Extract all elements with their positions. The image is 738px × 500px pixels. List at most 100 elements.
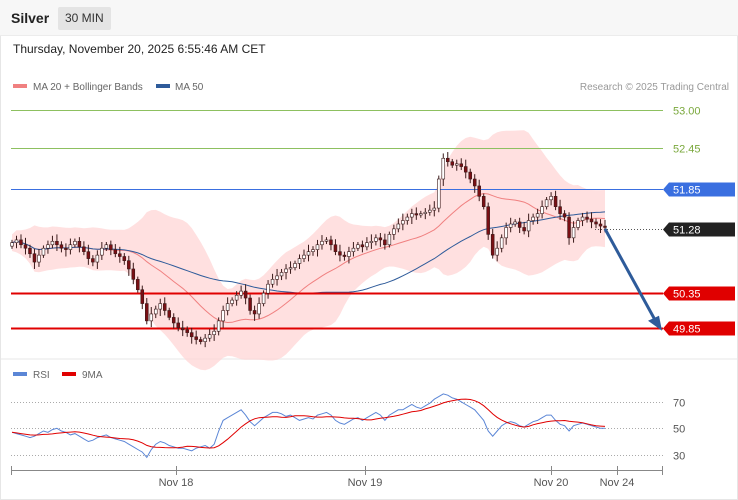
candle-body [162, 303, 167, 311]
candle-body [468, 171, 472, 180]
x-axis-label: Nov 19 [348, 477, 383, 489]
level-tag-49.85 [663, 321, 735, 336]
candle-body [104, 244, 109, 249]
candle-body [356, 244, 360, 249]
candle-body [576, 220, 580, 228]
research-credit: Research © 2025 Trading Central [580, 82, 729, 93]
candle-body [598, 223, 603, 227]
candle-body [109, 244, 113, 250]
rsi-axis-label-50: 50 [673, 424, 685, 436]
ma50-legend-swatch [156, 84, 170, 88]
level-tag-51.28 [663, 222, 735, 237]
forecast-arrow-shaft [603, 228, 658, 323]
candle-body [423, 211, 428, 214]
candle-body [127, 260, 131, 270]
candle-body [374, 237, 378, 242]
candle-body [216, 320, 221, 332]
candle-body [154, 308, 158, 315]
candle-body [180, 327, 185, 331]
candle-body [203, 337, 207, 342]
candle-body [549, 196, 553, 201]
candle-body [131, 268, 136, 280]
candle-body [333, 244, 338, 252]
candle-body [64, 247, 68, 250]
candle-body [486, 206, 490, 235]
candle-body [171, 317, 176, 324]
candle-body [446, 157, 450, 163]
level-label-50.35: 50.35 [673, 289, 701, 301]
candle-body [91, 258, 95, 263]
candle-body [189, 332, 194, 338]
candle-body [14, 239, 19, 243]
candle-body [230, 299, 234, 304]
candle-body [32, 253, 37, 263]
candle-body [149, 313, 154, 322]
candle-body [544, 199, 549, 208]
candle-body [176, 322, 180, 329]
candle-body [459, 163, 463, 167]
candle-body [234, 294, 239, 301]
candle-body [23, 244, 28, 249]
9ma-legend-label: 9MA [82, 370, 103, 381]
candle-body [293, 263, 297, 268]
level-label-49.85: 49.85 [673, 324, 701, 336]
candle-body [284, 268, 288, 273]
candle-body [28, 247, 32, 255]
rsi-9ma-line [11, 398, 606, 449]
candle-body [41, 247, 46, 256]
candle-body [185, 329, 189, 333]
ma20-legend-swatch [13, 84, 27, 88]
candle-body [419, 213, 423, 216]
candle-body [432, 207, 437, 211]
candle-body [86, 251, 91, 259]
candle-body [10, 242, 14, 247]
candle-body [145, 303, 149, 322]
level-tag-50.35 [663, 286, 735, 301]
candle-body [342, 254, 347, 257]
candle-body [100, 247, 104, 256]
candle-body [401, 220, 405, 225]
candle-body [306, 251, 311, 256]
candle-body [589, 218, 594, 223]
candle-body [603, 225, 607, 228]
rsi-legend-label: RSI [33, 370, 50, 381]
candle-body [450, 161, 455, 166]
candle-body [279, 272, 284, 277]
candle-body [68, 244, 73, 250]
candle-body [531, 216, 535, 221]
candle-body [522, 227, 526, 232]
rsi-axis-label-30: 30 [673, 451, 685, 463]
candle-body [378, 237, 383, 241]
candle-body [437, 178, 441, 209]
candle-body [55, 240, 59, 246]
level-tag-51.85 [663, 182, 735, 197]
candle-body [414, 213, 419, 216]
candle-body [441, 157, 446, 180]
candle-body [526, 220, 531, 232]
candle-body [46, 244, 50, 249]
timeframe-badge[interactable]: 30 MIN [58, 7, 111, 30]
timestamp: Thursday, November 20, 2025 6:55:46 AM C… [13, 42, 266, 56]
candle-body [37, 254, 41, 263]
candle-body [428, 209, 432, 213]
candle-body [513, 221, 517, 225]
level-label-52.45: 52.45 [673, 144, 701, 156]
candle-body [562, 213, 567, 218]
candle-body [302, 254, 306, 259]
candle-body [275, 275, 279, 280]
candle-body [50, 240, 55, 246]
candle-body [396, 223, 401, 230]
candle-body [499, 237, 504, 249]
candle-body [248, 297, 252, 311]
level-label-51.28: 51.28 [673, 225, 701, 237]
candle-body [347, 251, 351, 257]
candle-body [504, 227, 508, 239]
candle-body [383, 239, 387, 246]
candle-body [553, 196, 558, 208]
candle-body [360, 244, 365, 248]
candle-body [225, 303, 230, 311]
x-axis-label: Nov 20 [534, 477, 569, 489]
rsi-legend-swatch [13, 372, 27, 376]
candle-body [257, 303, 261, 315]
